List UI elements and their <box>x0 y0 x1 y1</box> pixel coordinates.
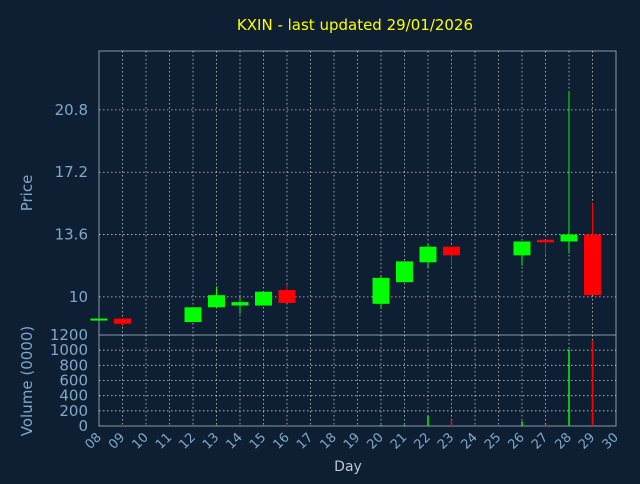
price-y-tick-label: 13.6 <box>55 226 88 244</box>
volume-bar <box>403 424 406 426</box>
x-tick-label: 25 <box>482 430 504 452</box>
x-tick-label: 09 <box>106 430 128 452</box>
x-tick-label: 20 <box>365 430 387 452</box>
volume-y-tick-label: 400 <box>59 387 88 405</box>
x-tick-label: 21 <box>388 430 410 452</box>
candle-body <box>90 318 108 321</box>
volume-gridlines <box>99 335 616 426</box>
x-tick-label: 15 <box>247 430 269 452</box>
volume-bar <box>98 425 100 427</box>
volume-bar <box>591 341 594 426</box>
x-tick-label: 18 <box>318 430 340 452</box>
volume-y-tick-label: 1000 <box>50 341 88 359</box>
x-tick-label: 16 <box>271 430 293 452</box>
x-tick-label: 23 <box>435 430 457 452</box>
x-tick-label: 26 <box>506 430 528 452</box>
volume-bar <box>192 425 194 427</box>
volume-bar <box>215 425 218 426</box>
candle-body <box>513 241 531 256</box>
x-tick-label: 28 <box>553 430 575 452</box>
volume-bar <box>121 425 124 426</box>
price-y-tick-label: 20.8 <box>55 101 88 119</box>
candle-body <box>560 234 578 242</box>
x-tick-label: 10 <box>130 430 152 452</box>
volume-bar <box>450 419 453 426</box>
chart-title: KXIN - last updated 29/01/2026 <box>237 16 473 34</box>
candle-body <box>419 246 437 263</box>
candle-body <box>584 234 601 296</box>
x-tick-label: 22 <box>412 430 434 452</box>
volume-bar <box>286 425 288 426</box>
candle-body <box>372 277 390 304</box>
x-axis-label: Day <box>334 459 362 475</box>
candle-body <box>396 261 413 283</box>
volume-bar <box>427 416 429 426</box>
x-tick-label: 24 <box>459 430 481 452</box>
candles <box>90 90 601 327</box>
x-tick-label: 27 <box>529 430 551 452</box>
volume-bar <box>380 424 382 426</box>
x-ticks: 08 09 10 11 12 13 14 15 16 17 18 19 20 21 22 23 24 25 26 27… <box>83 430 622 452</box>
price-y-tick-label: 10 <box>69 288 88 306</box>
x-tick-label: 14 <box>224 430 246 452</box>
x-tick-label: 19 <box>341 430 363 452</box>
volume-y-tick-label: 0 <box>78 417 88 435</box>
x-tick-label: 30 <box>600 430 622 452</box>
volume-bar <box>239 425 241 427</box>
candle-body <box>255 291 272 306</box>
x-tick-label: 29 <box>576 430 598 452</box>
volume-bar <box>568 349 570 426</box>
volume-y-tick-label: 600 <box>59 372 88 390</box>
volume-y-tick-label: 800 <box>59 356 88 374</box>
volume-bar <box>521 421 523 426</box>
volume-bar <box>544 424 547 426</box>
volume-y-tick-label: 1200 <box>50 326 88 344</box>
candle-body <box>278 289 296 303</box>
candle-body <box>537 239 554 243</box>
x-tick-label: 17 <box>294 430 316 452</box>
x-tick-label: 11 <box>153 430 175 452</box>
volume-y-tick-label: 200 <box>59 402 88 420</box>
candle-body <box>208 295 225 308</box>
price-axis-label: Price <box>18 175 36 212</box>
x-tick-label: 12 <box>177 430 199 452</box>
candle-body <box>184 307 202 323</box>
candle-body <box>443 246 460 256</box>
volume-bar <box>262 425 265 426</box>
candle-body <box>231 302 249 306</box>
price-y-tick-label: 17.2 <box>55 163 88 181</box>
candle-body <box>114 318 131 324</box>
volume-axis-label: Volume (0000) <box>18 326 36 436</box>
x-tick-label: 13 <box>200 430 222 452</box>
volume-bars <box>98 341 594 427</box>
price-y-ticks: 20.8 17.2 13.6 10 <box>55 101 88 306</box>
price-gridlines <box>99 51 616 335</box>
